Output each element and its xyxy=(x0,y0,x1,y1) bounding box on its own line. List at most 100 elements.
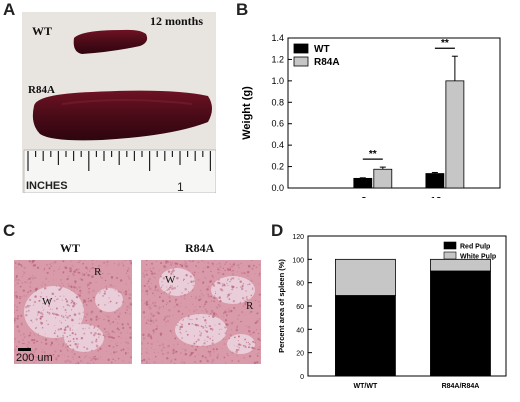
tissue-speck xyxy=(201,355,204,358)
tissue-speck xyxy=(193,323,195,325)
tissue-speck xyxy=(35,348,37,350)
tissue-speck xyxy=(103,292,106,295)
tissue-speck xyxy=(185,330,187,332)
tissue-speck xyxy=(35,288,38,291)
tissue-speck xyxy=(86,274,88,276)
tissue-speck xyxy=(117,263,120,266)
tissue-speck xyxy=(15,275,18,278)
tissue-speck xyxy=(141,353,143,355)
tissue-speck xyxy=(227,310,231,313)
tissue-speck xyxy=(58,288,61,291)
tissue-speck xyxy=(127,352,129,354)
tissue-speck xyxy=(65,343,68,345)
tissue-speck xyxy=(171,332,173,334)
tissue-speck xyxy=(174,351,176,353)
tissue-speck xyxy=(61,279,63,281)
tissue-speck xyxy=(200,292,203,295)
tissue-speck xyxy=(180,352,182,354)
tissue-speck xyxy=(211,262,214,265)
tissue-speck xyxy=(224,263,226,265)
tissue-speck xyxy=(161,299,165,303)
weight-chart-ytick-label: 0.6 xyxy=(271,119,284,129)
tissue-speck xyxy=(85,272,88,274)
bar-wt-3mo xyxy=(353,177,373,189)
tissue-speck xyxy=(67,275,70,278)
tissue-speck xyxy=(53,261,57,264)
tissue-speck xyxy=(215,306,219,309)
tissue-speck xyxy=(34,276,37,279)
tissue-speck xyxy=(191,303,193,305)
tissue-speck xyxy=(126,270,129,272)
pulp-chart-ytick-label: 100 xyxy=(292,257,304,264)
tissue-speck xyxy=(173,275,175,277)
tissue-speck xyxy=(14,348,17,351)
tissue-speck xyxy=(72,266,74,268)
tissue-speck xyxy=(207,295,210,298)
tissue-speck xyxy=(151,347,152,349)
tissue-speck xyxy=(21,324,23,326)
tissue-speck xyxy=(184,352,188,356)
tissue-speck xyxy=(198,267,200,269)
tissue-speck xyxy=(180,295,183,297)
tissue-speck xyxy=(150,270,153,273)
tissue-speck xyxy=(29,305,31,307)
tissue-speck xyxy=(155,327,158,331)
tissue-speck xyxy=(75,363,78,364)
pulp-chart-ytick-label: 120 xyxy=(292,234,304,241)
tissue-speck xyxy=(227,293,231,296)
white-pulp-region xyxy=(175,314,227,346)
tissue-speck xyxy=(229,266,232,268)
tissue-speck xyxy=(126,332,128,334)
tissue-speck xyxy=(197,354,200,356)
tissue-speck xyxy=(14,279,16,281)
tissue-speck xyxy=(169,263,173,266)
tissue-speck xyxy=(189,354,192,357)
tissue-speck xyxy=(24,280,27,284)
tissue-speck xyxy=(189,318,191,321)
tissue-speck xyxy=(20,334,22,336)
tissue-speck xyxy=(30,281,32,283)
tissue-speck xyxy=(153,276,155,278)
tissue-speck xyxy=(193,335,195,337)
ruler-unit-label: INCHES xyxy=(26,180,68,192)
tissue-speck xyxy=(39,317,42,320)
tissue-speck xyxy=(115,343,116,345)
tissue-speck xyxy=(247,325,251,329)
tissue-speck xyxy=(179,306,181,308)
tissue-speck xyxy=(119,318,120,320)
tissue-speck xyxy=(209,350,212,353)
tissue-speck xyxy=(205,326,207,329)
tissue-speck xyxy=(61,353,63,356)
tissue-speck xyxy=(75,286,78,289)
pulp-legend-swatch xyxy=(443,251,457,260)
tissue-speck xyxy=(222,315,224,317)
tissue-speck xyxy=(86,268,89,270)
tissue-speck xyxy=(42,302,44,305)
tissue-speck xyxy=(166,260,169,263)
tissue-speck xyxy=(222,273,225,276)
tissue-speck xyxy=(211,339,214,342)
tissue-speck xyxy=(204,276,206,278)
tissue-speck xyxy=(131,282,132,284)
tissue-speck xyxy=(153,272,156,275)
tissue-speck xyxy=(33,351,35,353)
tissue-speck xyxy=(60,315,63,317)
tissue-speck xyxy=(41,326,44,329)
tissue-speck xyxy=(64,266,68,270)
tissue-speck xyxy=(215,293,217,295)
tissue-speck xyxy=(191,323,193,325)
tissue-speck xyxy=(61,344,65,347)
tissue-speck xyxy=(128,297,131,300)
tissue-speck xyxy=(21,339,24,341)
tissue-speck xyxy=(72,329,74,331)
tissue-speck xyxy=(14,294,17,297)
tissue-speck xyxy=(239,280,242,283)
tissue-speck xyxy=(160,349,163,352)
tissue-speck xyxy=(127,267,130,270)
tissue-speck xyxy=(34,260,36,261)
tissue-speck xyxy=(23,271,26,274)
tissue-speck xyxy=(99,292,100,294)
tissue-speck xyxy=(143,284,146,287)
tissue-speck xyxy=(14,309,15,312)
tissue-speck xyxy=(34,349,36,352)
